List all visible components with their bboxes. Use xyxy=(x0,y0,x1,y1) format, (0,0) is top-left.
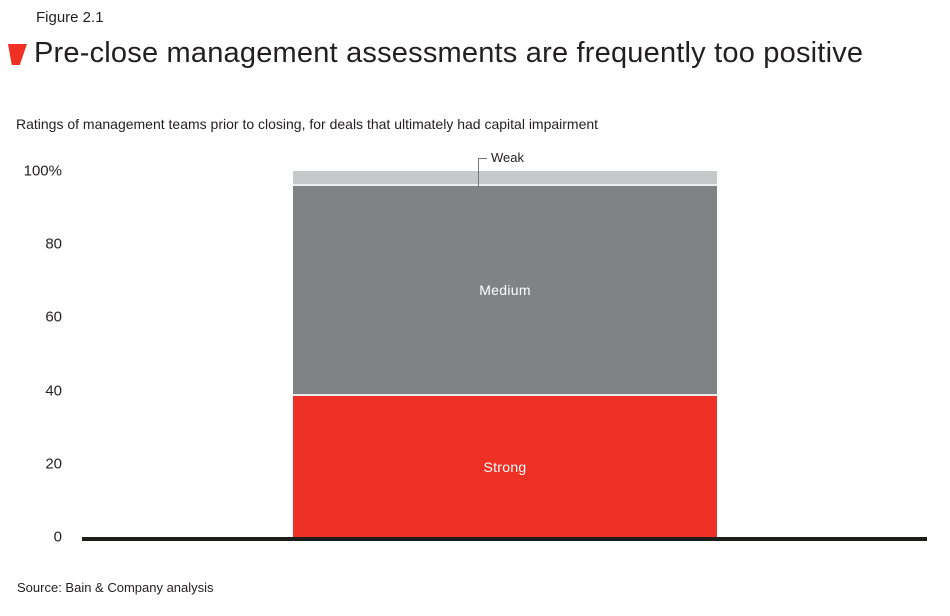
y-tick-100: 100% xyxy=(23,162,62,180)
chart-subtitle: Ratings of management teams prior to clo… xyxy=(16,116,599,132)
bar-segment-weak xyxy=(293,171,717,186)
bar-segment-strong: Strong xyxy=(293,396,717,537)
bar-segment-medium: Medium xyxy=(293,185,717,397)
y-tick-40: 40 xyxy=(45,382,62,400)
segment-label-strong: Strong xyxy=(483,458,527,475)
weak-callout-line xyxy=(478,158,479,188)
figure-label: Figure 2.1 xyxy=(36,9,104,26)
title-row: Pre-close management assessments are fre… xyxy=(8,36,863,71)
bain-brand-mark-icon xyxy=(8,44,27,65)
source-note: Source: Bain & Company analysis xyxy=(17,580,214,595)
plot-area: 100% 80 60 40 20 0 Medium Strong xyxy=(0,164,950,545)
stacked-bar: Medium Strong xyxy=(293,171,717,537)
weak-callout-line-elbow xyxy=(478,158,487,159)
y-tick-80: 80 xyxy=(45,235,62,253)
page-title: Pre-close management assessments are fre… xyxy=(34,37,864,69)
weak-segment-label: Weak xyxy=(491,150,524,165)
x-axis-baseline xyxy=(82,537,927,541)
y-tick-60: 60 xyxy=(45,308,62,326)
y-tick-0: 0 xyxy=(53,528,62,546)
y-tick-20: 20 xyxy=(45,455,62,473)
segment-label-medium: Medium xyxy=(479,281,531,298)
